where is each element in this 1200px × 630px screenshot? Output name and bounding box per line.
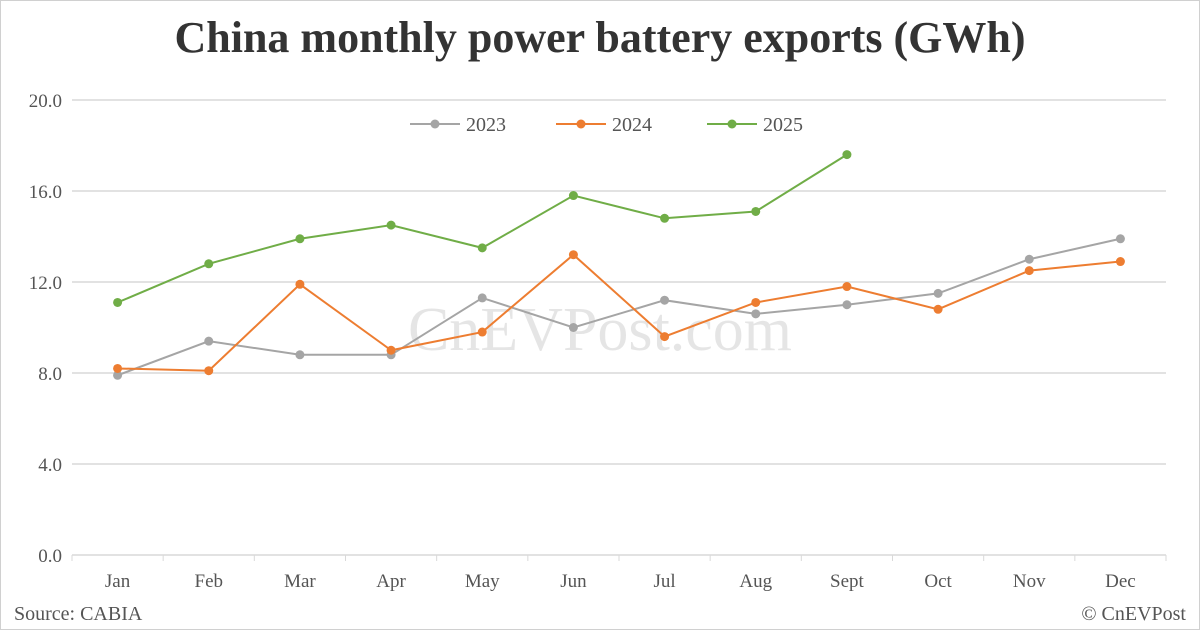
data-point-2025 bbox=[568, 191, 578, 201]
data-point-2025 bbox=[660, 213, 670, 223]
data-point-2023 bbox=[933, 288, 943, 298]
data-point-2023 bbox=[1115, 234, 1125, 244]
data-point-2023 bbox=[295, 350, 305, 360]
data-point-2024 bbox=[751, 297, 761, 307]
data-point-2024 bbox=[568, 250, 578, 260]
data-point-2023 bbox=[204, 336, 214, 346]
source-note: Source: CABIA bbox=[14, 603, 143, 625]
legend-marker-2024 bbox=[576, 119, 586, 129]
data-point-2024 bbox=[204, 366, 214, 376]
series-line-2024 bbox=[117, 253, 1121, 372]
data-point-2025 bbox=[295, 234, 305, 244]
legend-label-2025: 2025 bbox=[763, 114, 803, 136]
x-tick-label: Jan bbox=[105, 571, 131, 592]
data-point-2025 bbox=[113, 297, 123, 307]
series-line-2023 bbox=[117, 237, 1121, 377]
series-line-2025 bbox=[117, 153, 848, 304]
data-point-2024 bbox=[660, 332, 670, 342]
data-point-2023 bbox=[1024, 254, 1034, 264]
x-tick-label: Nov bbox=[1013, 571, 1046, 592]
data-point-2025 bbox=[477, 243, 487, 253]
x-tick-label: Sept bbox=[830, 571, 865, 592]
y-tick-label: 0.0 bbox=[38, 546, 62, 567]
y-tick-label: 12.0 bbox=[29, 273, 62, 294]
copyright-note: © CnEVPost bbox=[1081, 603, 1186, 625]
data-point-2023 bbox=[477, 293, 487, 303]
data-point-2025 bbox=[842, 150, 852, 160]
data-point-2023 bbox=[660, 295, 670, 305]
data-point-2024 bbox=[1115, 257, 1125, 267]
x-tick-label: Dec bbox=[1105, 571, 1136, 592]
y-tick-label: 4.0 bbox=[38, 455, 62, 476]
x-tick-label: Feb bbox=[195, 571, 224, 592]
watermark: CnEVPost.com bbox=[408, 296, 792, 364]
data-point-2024 bbox=[295, 279, 305, 289]
data-point-2023 bbox=[751, 309, 761, 319]
data-point-2025 bbox=[751, 206, 761, 216]
y-tick-label: 16.0 bbox=[29, 182, 62, 203]
y-tick-label: 8.0 bbox=[38, 364, 62, 385]
legend-label-2023: 2023 bbox=[466, 114, 506, 136]
x-tick-label: Jun bbox=[560, 571, 587, 592]
chart-title: China monthly power battery exports (GWh… bbox=[174, 13, 1026, 62]
y-tick-label: 20.0 bbox=[29, 91, 62, 112]
data-point-2024 bbox=[477, 327, 487, 337]
x-tick-label: Aug bbox=[739, 571, 772, 592]
data-point-2024 bbox=[113, 363, 123, 373]
legend-marker-2025 bbox=[727, 119, 737, 129]
data-point-2023 bbox=[842, 300, 852, 310]
data-point-2024 bbox=[1024, 266, 1034, 276]
legend-label-2024: 2024 bbox=[612, 114, 652, 136]
x-tick-label: Apr bbox=[376, 571, 406, 592]
data-point-2023 bbox=[568, 323, 578, 332]
data-point-2024 bbox=[842, 282, 852, 292]
x-tick-label: Jul bbox=[653, 571, 675, 592]
x-tick-label: May bbox=[465, 571, 500, 592]
data-point-2025 bbox=[386, 220, 396, 230]
data-point-2023 bbox=[113, 370, 123, 380]
data-point-2024 bbox=[933, 304, 943, 314]
legend-marker-2023 bbox=[430, 119, 440, 129]
x-tick-label: Mar bbox=[284, 571, 316, 592]
data-point-2024 bbox=[386, 345, 396, 355]
x-tick-label: Oct bbox=[924, 571, 952, 592]
data-point-2025 bbox=[204, 259, 214, 269]
